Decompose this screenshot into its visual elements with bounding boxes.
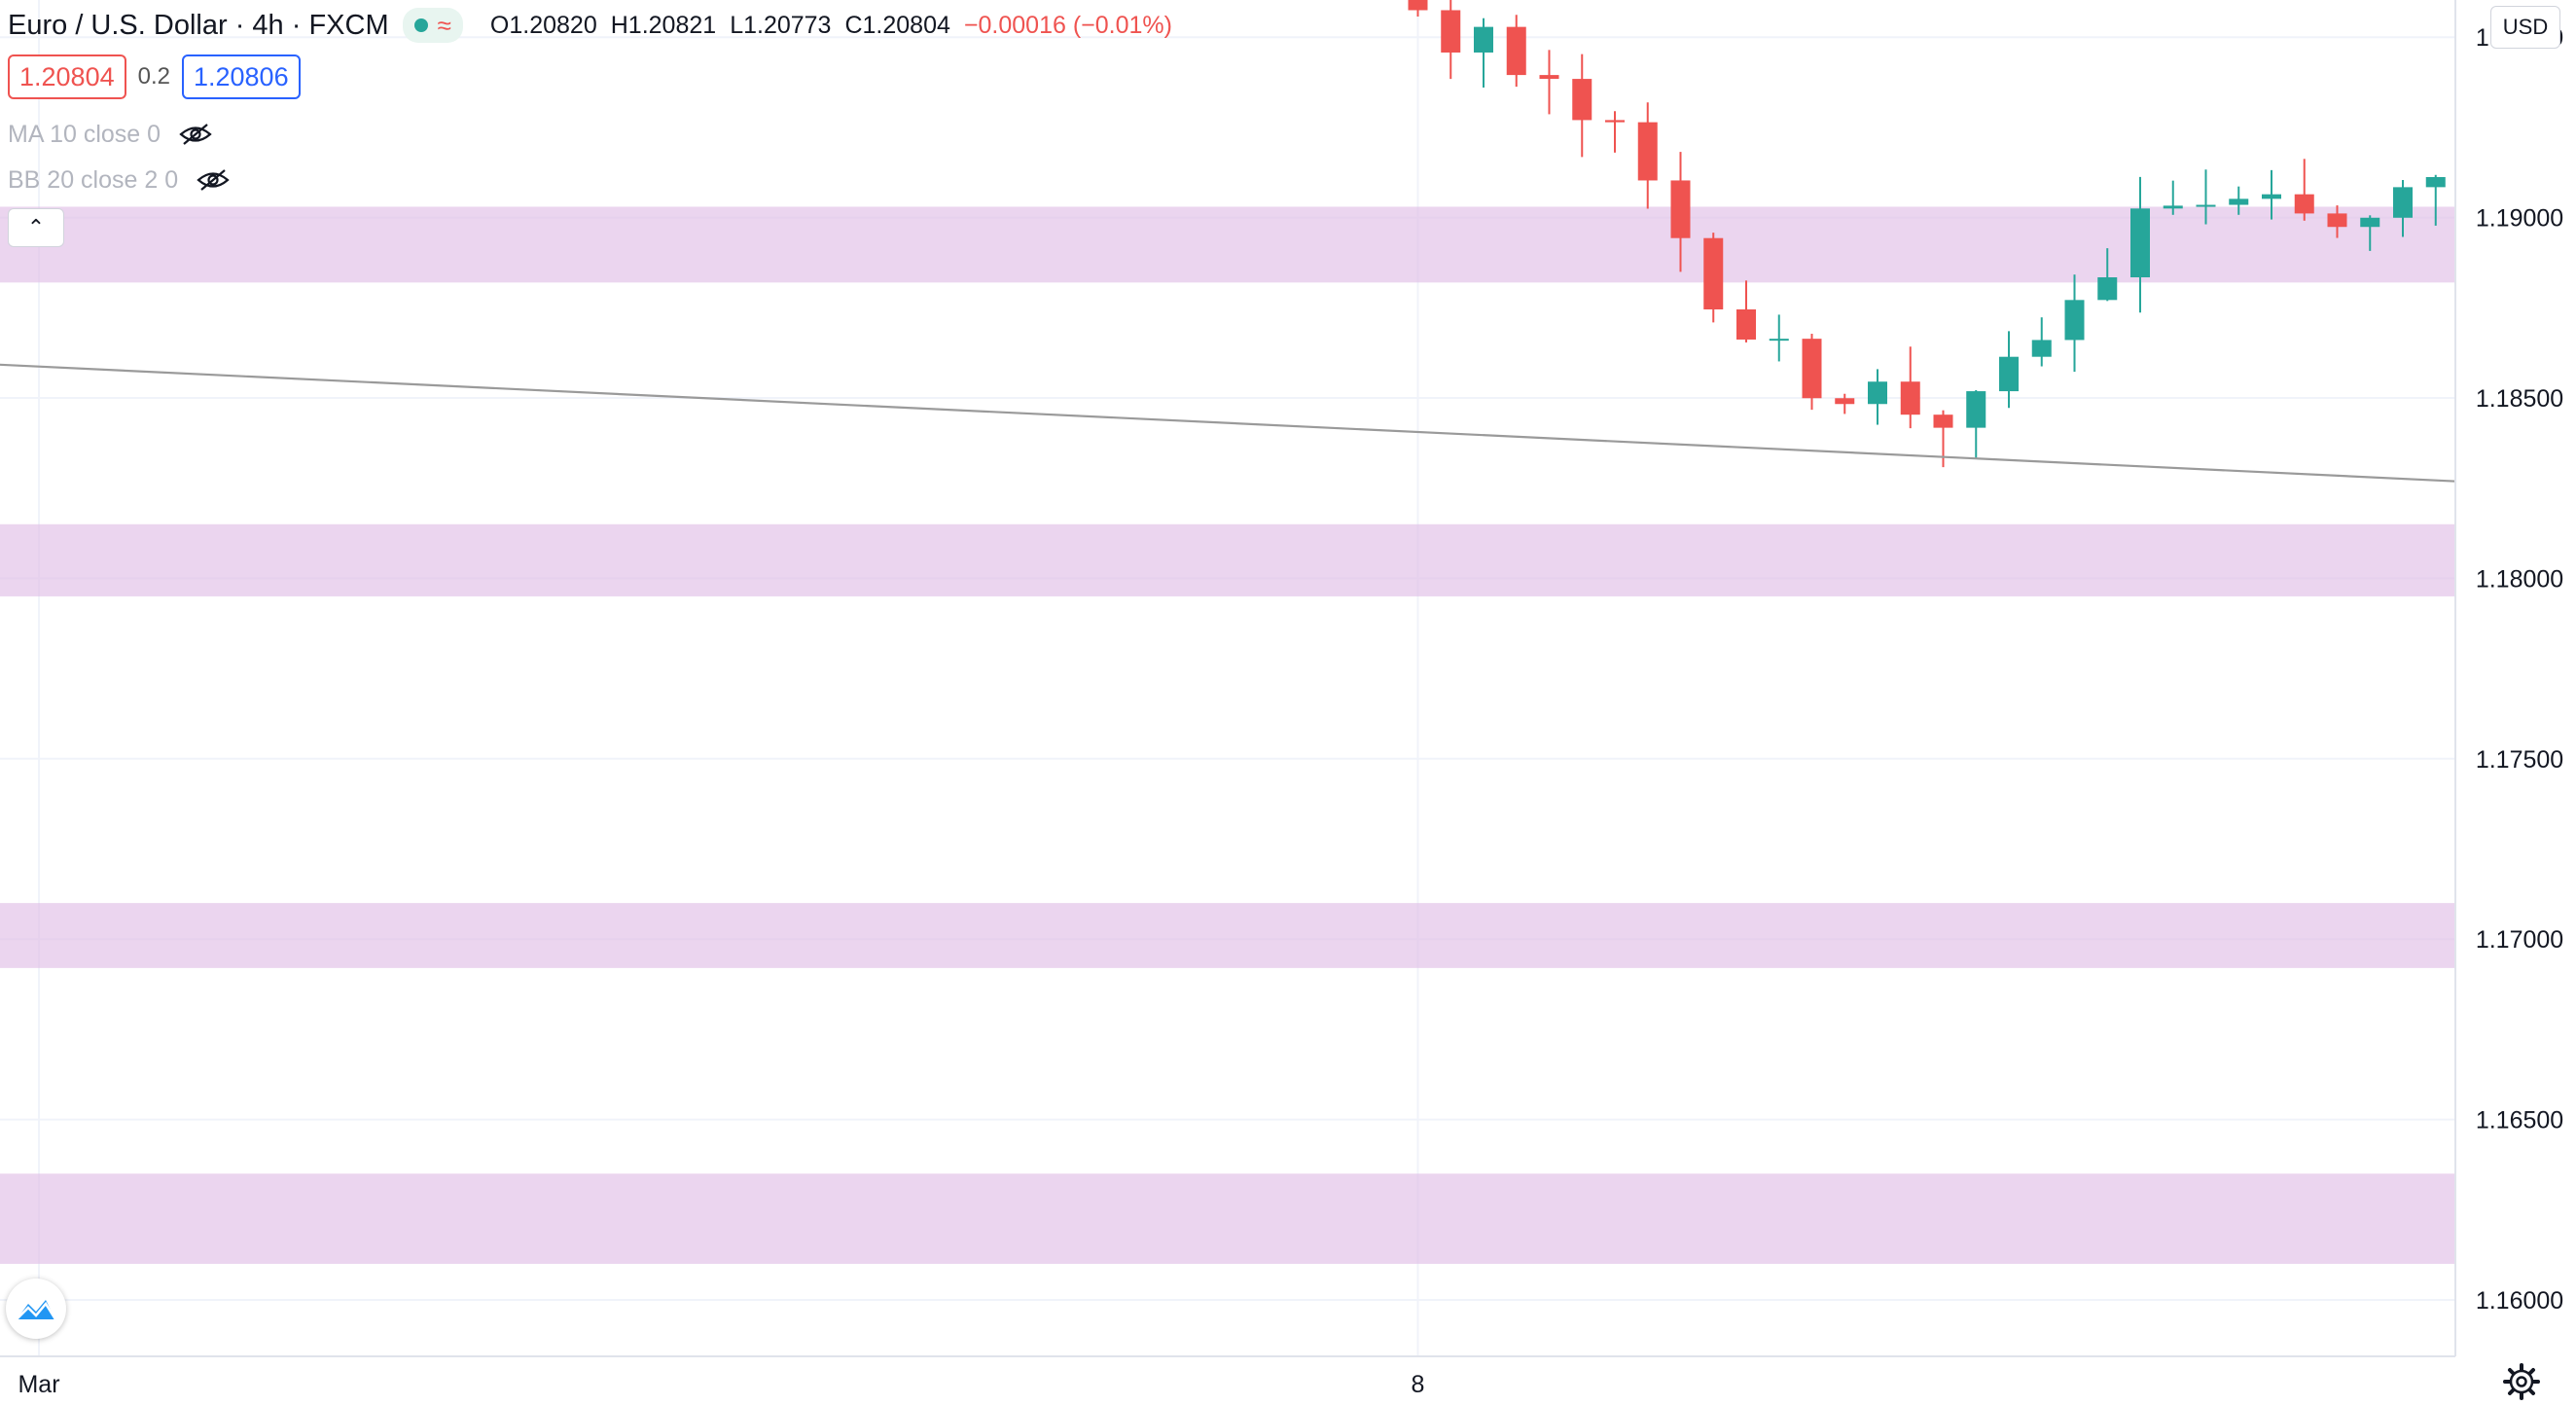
time-tick-label: 8 — [1412, 1371, 1425, 1398]
trend-line — [0, 363, 2576, 488]
candle — [2327, 213, 2347, 228]
candle — [2031, 340, 2052, 357]
candle — [2393, 187, 2413, 218]
candle — [2097, 277, 2118, 301]
candle — [2163, 205, 2183, 209]
price-tick-label: 1.18000 — [2476, 565, 2563, 593]
candle — [1933, 414, 1953, 428]
time-axis[interactable]: Mar8152226Apr121926May101724 — [0, 1355, 2576, 1405]
candle — [2262, 194, 2281, 199]
ohlc-values: O1.20820 H1.20821 L1.20773 C1.20804 −0.0… — [490, 12, 1172, 40]
indicator-bb-label: BB 20 close 2 0 — [8, 165, 179, 194]
candle — [1736, 308, 1756, 340]
ohlc-close: C1.20804 — [844, 11, 950, 39]
candle — [1441, 10, 1461, 53]
candle — [2425, 176, 2446, 188]
candle — [1605, 120, 1625, 123]
price-tick-label: 1.17500 — [2476, 746, 2563, 774]
candle — [1572, 79, 1592, 121]
chart-grid — [0, 0, 2455, 1356]
zone-band — [0, 1173, 2455, 1264]
price-tick-label: 1.16000 — [2476, 1287, 2563, 1315]
eye-crossed-icon[interactable] — [178, 122, 213, 147]
candle — [1670, 180, 1691, 238]
zone-band — [0, 903, 2455, 968]
legend-header: Euro / U.S. Dollar · 4h · FXCM ≈ O1.2082… — [8, 6, 1172, 45]
time-tick-label: Mar — [18, 1371, 59, 1398]
candle — [1868, 381, 1887, 405]
candle — [1408, 0, 1428, 11]
symbol-title[interactable]: Euro / U.S. Dollar · 4h · FXCM — [8, 9, 389, 41]
candle — [1474, 26, 1493, 53]
candle — [2130, 208, 2150, 278]
tradingview-logo-icon[interactable] — [6, 1279, 66, 1339]
ohlc-high: H1.20821 — [610, 11, 717, 39]
price-tick-label: 1.18500 — [2476, 385, 2563, 413]
trade-panel: 1.20804 0.2 1.20806 — [8, 54, 301, 99]
zone-band — [0, 523, 2455, 596]
sell-button[interactable]: 1.20804 — [8, 54, 126, 99]
candle — [2196, 204, 2216, 207]
candle — [2360, 217, 2380, 228]
candle — [1703, 237, 1724, 309]
collapse-legend-button[interactable]: ⌃ — [8, 208, 64, 247]
candle — [1769, 339, 1789, 342]
candle — [2229, 198, 2249, 205]
indicator-ma[interactable]: MA 10 close 0 — [8, 115, 213, 154]
candle — [2294, 194, 2314, 214]
candle — [2064, 300, 2085, 341]
indicator-ma-label: MA 10 close 0 — [8, 120, 161, 148]
candle — [1900, 381, 1920, 415]
ohlc-low: L1.20773 — [730, 11, 832, 39]
wave-icon: ≈ — [437, 10, 451, 40]
currency-button[interactable]: USD — [2490, 6, 2560, 49]
candle — [1835, 398, 1855, 405]
support-resistance-zones — [0, 206, 2455, 1264]
chevron-up-icon: ⌃ — [26, 215, 46, 239]
price-tick-label: 1.17000 — [2476, 926, 2563, 954]
zone-band — [0, 206, 2455, 283]
price-axis[interactable]: 1.225001.220001.215001.210001.205001.200… — [2454, 0, 2576, 1405]
candle — [1999, 356, 2019, 392]
price-tick-label: 1.16500 — [2476, 1107, 2563, 1135]
candle — [1506, 26, 1526, 76]
ohlc-open: O1.20820 — [489, 11, 597, 39]
gear-icon[interactable] — [2502, 1362, 2541, 1401]
buy-button[interactable]: 1.20806 — [181, 54, 301, 99]
candle — [1802, 339, 1822, 399]
indicator-bb[interactable]: BB 20 close 2 0 — [8, 161, 231, 199]
candlestick-series — [1408, 0, 2576, 468]
market-status-pill[interactable]: ≈ — [402, 8, 463, 43]
eye-crossed-icon[interactable] — [196, 167, 231, 193]
candle — [1966, 391, 1986, 428]
price-tick-label: 1.19000 — [2476, 205, 2563, 233]
drawing-tools — [0, 363, 2576, 488]
candle — [1539, 75, 1559, 80]
ohlc-change: −0.00016 (−0.01%) — [963, 11, 1172, 39]
market-open-icon — [413, 18, 428, 32]
candle — [1637, 122, 1658, 181]
price-axis-bg — [2455, 0, 2576, 1405]
time-axis-bg — [0, 1356, 2455, 1405]
spread-value: 0.2 — [137, 63, 170, 90]
